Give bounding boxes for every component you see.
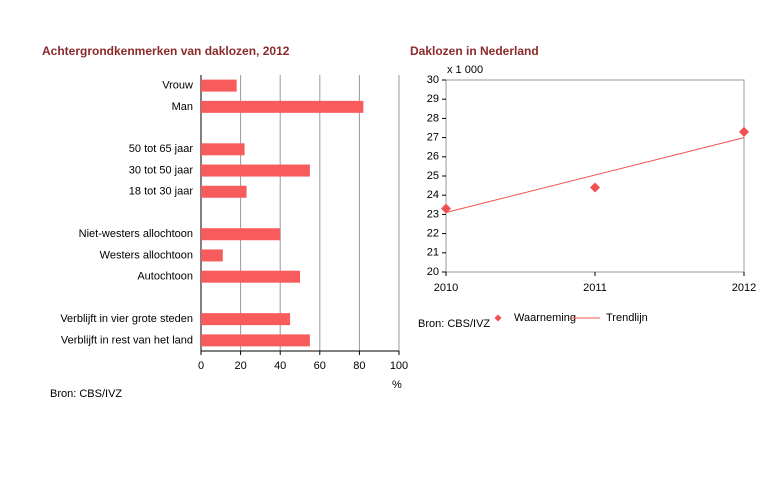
legend-label: Waarneming xyxy=(514,312,576,324)
y-tick-label: 20 xyxy=(427,266,439,278)
bar xyxy=(201,100,364,113)
point xyxy=(739,126,749,137)
source: Bron: CBS/IVZ xyxy=(50,388,122,400)
y-tick-label: 30 tot 50 jaar xyxy=(129,164,194,176)
x-tick-label: 100 xyxy=(390,360,408,372)
y-tick-label: Westers allochtoon xyxy=(100,249,193,261)
y-tick-label: 21 xyxy=(427,247,439,259)
y-tick-label: 50 tot 65 jaar xyxy=(129,143,194,155)
x-axis-label: % xyxy=(392,379,402,391)
x-tick-label: 20 xyxy=(234,360,246,372)
point xyxy=(441,203,451,214)
bar xyxy=(201,313,291,326)
y-tick-label: 29 xyxy=(427,93,439,105)
y-tick-label: 18 tot 30 jaar xyxy=(129,186,194,198)
bar xyxy=(201,143,245,156)
y-tick-label: 27 xyxy=(427,132,439,144)
y-tick-label: Niet-westers allochtoon xyxy=(79,228,193,240)
y-tick-label: 28 xyxy=(427,112,439,124)
plot-area xyxy=(445,79,745,273)
y-tick-label: Verblijft in vier grote steden xyxy=(60,313,193,325)
bar-chart-title: Achtergrondkenmerken van daklozen, 2012 xyxy=(42,44,290,58)
y-tick-label: Autochtoon xyxy=(137,271,193,283)
y-axis-label: x 1 000 xyxy=(447,64,483,76)
source: Bron: CBS/IVZ xyxy=(418,318,490,330)
bar xyxy=(201,249,223,262)
legend-marker xyxy=(494,314,502,322)
y-tick-label: 23 xyxy=(427,208,439,220)
bar xyxy=(201,334,310,347)
scatter-chart-title: Daklozen in Nederland xyxy=(410,44,539,58)
y-tick-label: 26 xyxy=(427,151,439,163)
legend-label: Trendlijn xyxy=(606,312,648,324)
x-tick-label: 60 xyxy=(314,360,326,372)
bar xyxy=(201,79,237,92)
bar xyxy=(201,164,310,177)
trend-line xyxy=(445,137,745,213)
y-tick-label: 25 xyxy=(427,170,439,182)
y-tick-label: Vrouw xyxy=(162,80,193,92)
y-tick-label: 22 xyxy=(427,228,439,240)
x-tick-label: 80 xyxy=(353,360,365,372)
x-tick-label: 2011 xyxy=(583,282,607,294)
x-tick-label: 2012 xyxy=(732,282,756,294)
y-tick-label: 24 xyxy=(427,189,439,201)
bar xyxy=(201,185,247,198)
x-tick-label: 2010 xyxy=(434,282,458,294)
x-tick-label: 0 xyxy=(198,360,204,372)
x-tick-label: 40 xyxy=(274,360,286,372)
point xyxy=(590,182,600,193)
y-tick-label: Man xyxy=(172,101,193,113)
y-tick-label: 30 xyxy=(427,74,439,86)
y-tick-label: Verblijft in rest van het land xyxy=(61,334,193,346)
bar xyxy=(201,270,300,283)
bar xyxy=(201,228,281,241)
